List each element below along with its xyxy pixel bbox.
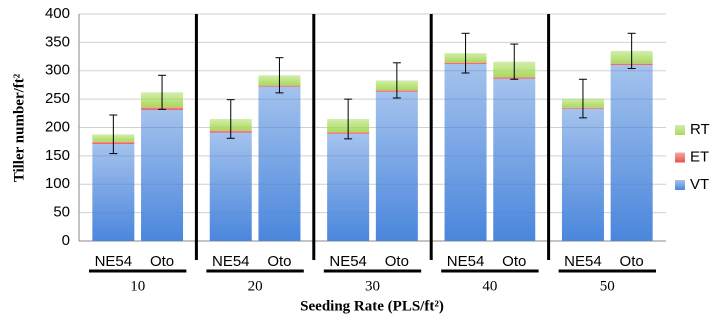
error-bar: [158, 74, 167, 110]
bar-segment: [327, 133, 370, 241]
error-bar: [627, 32, 636, 69]
x-tick-label: Oto: [267, 253, 291, 270]
bar-segment: [92, 143, 135, 241]
bar-segment: [610, 65, 653, 241]
error-bar: [392, 62, 401, 99]
y-tick-label: 50: [53, 204, 70, 221]
legend-label: VT: [690, 176, 709, 193]
y-tick-label: 250: [45, 90, 70, 107]
x-tick-label: Oto: [150, 253, 174, 270]
x-tick-label: NE54: [212, 253, 250, 270]
error-bar: [226, 99, 235, 139]
y-tick-label: 0: [62, 232, 70, 249]
legend-label: RT: [690, 121, 710, 138]
legend-swatch: [675, 180, 685, 190]
bar-segment: [444, 63, 487, 241]
error-bar: [461, 32, 470, 74]
y-tick-label: 400: [45, 5, 70, 22]
error-bar: [344, 98, 353, 140]
y-tick-label: 100: [45, 175, 70, 192]
error-bar: [109, 114, 118, 155]
x-tick-label: Oto: [502, 253, 526, 270]
x-tick-label: Oto: [620, 253, 644, 270]
y-tick-label: 350: [45, 33, 70, 50]
x-tick-label: NE54: [447, 253, 485, 270]
x-tick-label: NE54: [329, 253, 367, 270]
bar-segment: [375, 91, 418, 241]
y-axis-title: Tiller number/ft²: [11, 73, 27, 182]
bar-segment: [561, 108, 604, 242]
bar-segment: [209, 132, 252, 241]
x-axis-title: Seeding Rate (PLS/ft²): [300, 298, 444, 314]
y-tick-label: 300: [45, 62, 70, 79]
group-label: 50: [600, 278, 615, 294]
group-label: 40: [482, 278, 497, 294]
group-label: 30: [365, 278, 380, 294]
error-bar: [578, 78, 587, 119]
legend-swatch: [675, 125, 685, 135]
group-label: 20: [248, 278, 263, 294]
x-tick-label: Oto: [385, 253, 409, 270]
y-tick-label: 200: [45, 118, 70, 135]
legend-swatch: [675, 152, 685, 163]
bar-segment: [141, 109, 184, 241]
x-tick-label: NE54: [95, 253, 133, 270]
bar-segment: [258, 86, 301, 241]
group-label: 10: [130, 278, 145, 294]
legend-label: ET: [690, 148, 709, 165]
error-bar: [510, 43, 519, 80]
error-bar: [275, 57, 284, 94]
x-tick-label: NE54: [564, 253, 602, 270]
bar-segment: [493, 78, 536, 241]
y-tick-label: 150: [45, 147, 70, 164]
